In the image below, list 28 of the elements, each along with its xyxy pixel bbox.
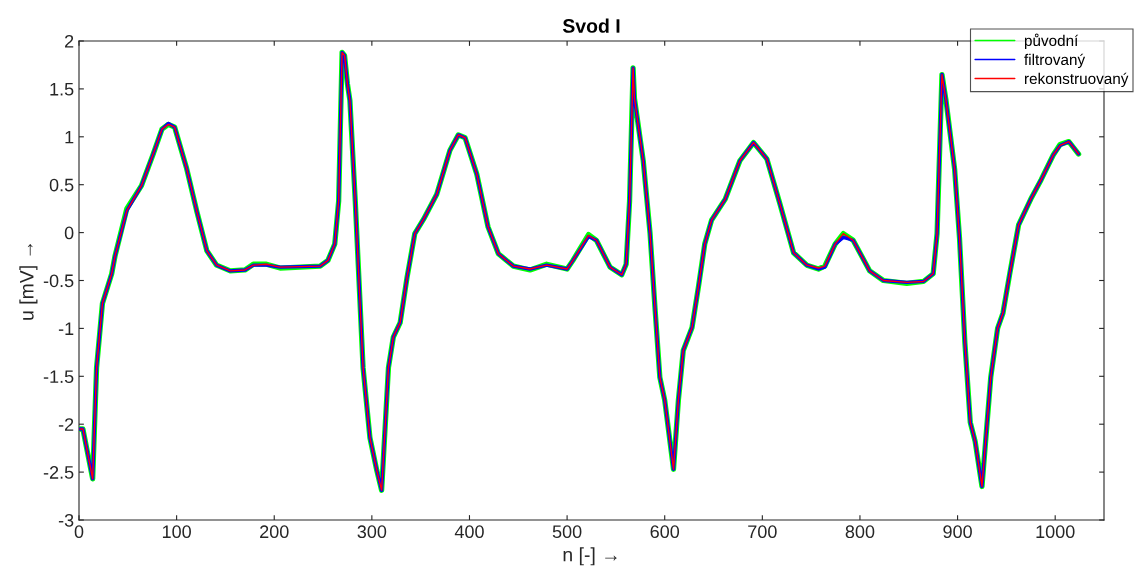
- y-tick-label: -1: [58, 322, 74, 335]
- x-tick-label: 800: [845, 525, 875, 539]
- legend-label: původní: [1024, 33, 1079, 50]
- x-tick-label: 400: [454, 525, 484, 539]
- x-tick-label: 900: [943, 525, 972, 539]
- x-tick-label: 100: [162, 525, 191, 539]
- chart-title: Svod I: [562, 18, 620, 33]
- y-tick-label: 0.5: [49, 178, 74, 192]
- x-axis-title: n [-] →: [563, 547, 617, 566]
- y-tick-label: -2: [58, 418, 74, 431]
- y-tick-label: -2.5: [43, 466, 74, 479]
- x-tick-label: 200: [260, 525, 289, 539]
- legend-label: rekonstruovaný: [1024, 72, 1129, 88]
- y-tick-label: 1.5: [50, 83, 74, 96]
- y-tick-label: 0: [64, 226, 74, 240]
- x-tick-label: 500: [552, 525, 582, 539]
- y-tick-label: 1: [65, 130, 74, 144]
- x-tick-label: 1000: [1036, 525, 1075, 539]
- y-axis-title: u [mV] →: [19, 243, 38, 320]
- legend-label: filtrovaný: [1024, 53, 1086, 69]
- x-tick-label: 300: [357, 525, 387, 539]
- y-tick-label: -3: [58, 513, 74, 527]
- x-tick-label: 0: [74, 525, 84, 539]
- x-tick-label: 700: [748, 525, 777, 539]
- y-tick-label: -0.5: [43, 274, 74, 288]
- y-tick-label: -1.5: [43, 370, 74, 384]
- x-tick-label: 600: [650, 525, 680, 539]
- y-tick-label: 2: [65, 34, 74, 48]
